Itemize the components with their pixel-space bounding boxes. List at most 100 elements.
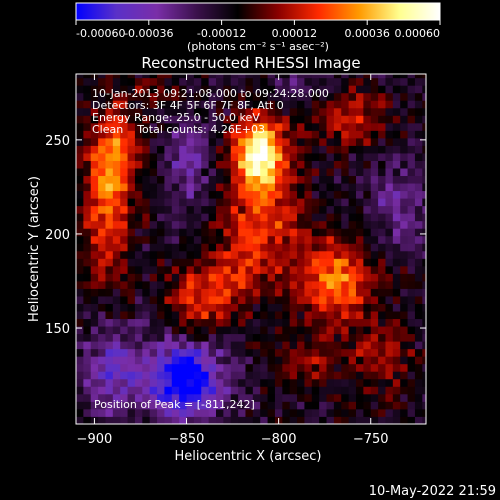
heatmap-cell <box>311 341 320 350</box>
heatmap-cell <box>179 213 187 222</box>
heatmap-cell <box>333 220 342 229</box>
heatmap-cell <box>83 137 92 146</box>
heatmap-cell <box>90 235 99 244</box>
heatmap-cell <box>216 183 224 192</box>
heatmap-cell <box>76 371 84 380</box>
heatmap-cell <box>186 311 195 320</box>
heatmap-cell <box>216 153 224 161</box>
heatmap-cell <box>186 92 195 101</box>
heatmap-cell <box>120 85 128 94</box>
heatmap-cell <box>171 220 180 229</box>
heatmap-cell <box>326 288 335 297</box>
heatmap-cell <box>400 190 408 199</box>
heatmap-cell <box>311 183 320 192</box>
heatmap-cell <box>414 258 423 267</box>
heatmap-cell <box>385 303 394 312</box>
heatmap-cell <box>414 145 423 154</box>
heatmap-cell <box>223 145 232 154</box>
heatmap-cell <box>370 326 379 335</box>
heatmap-cell <box>333 393 342 402</box>
heatmap-cell <box>363 273 372 282</box>
heatmap-cell <box>282 303 291 312</box>
heatmap-cell <box>223 356 232 365</box>
heatmap-cell <box>90 318 99 327</box>
heatmap-cell <box>304 85 313 94</box>
heatmap-cell <box>392 265 401 274</box>
heatmap-cell <box>127 408 136 417</box>
heatmap-cell <box>260 303 268 312</box>
heatmap-cell <box>223 175 232 184</box>
heatmap-cell <box>120 190 128 199</box>
heatmap-cell <box>179 371 187 380</box>
heatmap-cell <box>326 371 335 380</box>
heatmap-cell <box>216 107 224 116</box>
heatmap-cell <box>230 250 239 259</box>
heatmap-cell <box>193 243 202 252</box>
heatmap-cell <box>363 100 372 109</box>
heatmap-cell <box>356 326 364 335</box>
heatmap-cell <box>230 273 239 282</box>
heatmap-cell <box>149 265 158 274</box>
heatmap-cell <box>105 228 114 237</box>
heatmap-cell <box>230 416 239 424</box>
heatmap-cell <box>385 77 394 86</box>
heatmap-cell <box>297 273 305 282</box>
heatmap-cell <box>422 250 426 259</box>
heatmap-cell <box>274 122 283 131</box>
heatmap-cell <box>297 318 305 327</box>
heatmap-cell <box>90 115 99 124</box>
heatmap-cell <box>223 228 232 237</box>
heatmap-cell <box>356 408 364 417</box>
heatmap-cell <box>186 228 195 237</box>
heatmap-cell <box>120 243 128 252</box>
heatmap-cell <box>90 333 99 342</box>
heatmap-cell <box>274 115 283 124</box>
heatmap-cell <box>385 348 394 357</box>
heatmap-cell <box>142 333 151 342</box>
heatmap-cell <box>149 85 158 94</box>
heatmap-cell <box>422 190 426 199</box>
heatmap-cell <box>120 356 128 365</box>
heatmap-cell <box>407 74 416 79</box>
heatmap-cell <box>98 137 106 146</box>
heatmap-cell <box>245 356 254 365</box>
heatmap-cell <box>282 175 291 184</box>
heatmap-cell <box>341 160 350 169</box>
heatmap-cell <box>333 280 342 289</box>
heatmap-cell <box>267 85 276 94</box>
heatmap-cell <box>223 280 232 289</box>
heatmap-cell <box>422 363 426 372</box>
heatmap-cell <box>186 273 195 282</box>
heatmap-cell <box>297 416 305 424</box>
heatmap-cell <box>392 235 401 244</box>
heatmap-cell <box>304 153 313 161</box>
heatmap-cell <box>274 190 283 199</box>
heatmap-cell <box>201 326 210 335</box>
heatmap-cell <box>142 107 151 116</box>
heatmap-cell <box>392 416 401 424</box>
heatmap-cell <box>414 296 423 304</box>
heatmap-cell <box>274 175 283 184</box>
heatmap-cell <box>127 235 136 244</box>
heatmap-cell <box>260 265 268 274</box>
heatmap-cell <box>164 107 173 116</box>
heatmap-cell <box>341 190 350 199</box>
heatmap-cell <box>179 333 187 342</box>
heatmap-cell <box>333 378 342 387</box>
heatmap-cell <box>319 220 327 229</box>
heatmap-cell <box>201 92 210 101</box>
heatmap-cell <box>326 220 335 229</box>
heatmap-cell <box>120 74 128 79</box>
heatmap-cell <box>90 288 99 297</box>
heatmap-cell <box>171 318 180 327</box>
heatmap-cell <box>223 198 232 207</box>
heatmap-cell <box>157 258 165 267</box>
heatmap-cell <box>385 175 394 184</box>
heatmap-cell <box>252 85 261 94</box>
heatmap-cell <box>208 378 217 387</box>
heatmap-cell <box>142 130 151 139</box>
heatmap-cell <box>356 318 364 327</box>
heatmap-cell <box>179 386 187 395</box>
heatmap-cell <box>149 416 158 424</box>
heatmap-cell <box>230 145 239 154</box>
